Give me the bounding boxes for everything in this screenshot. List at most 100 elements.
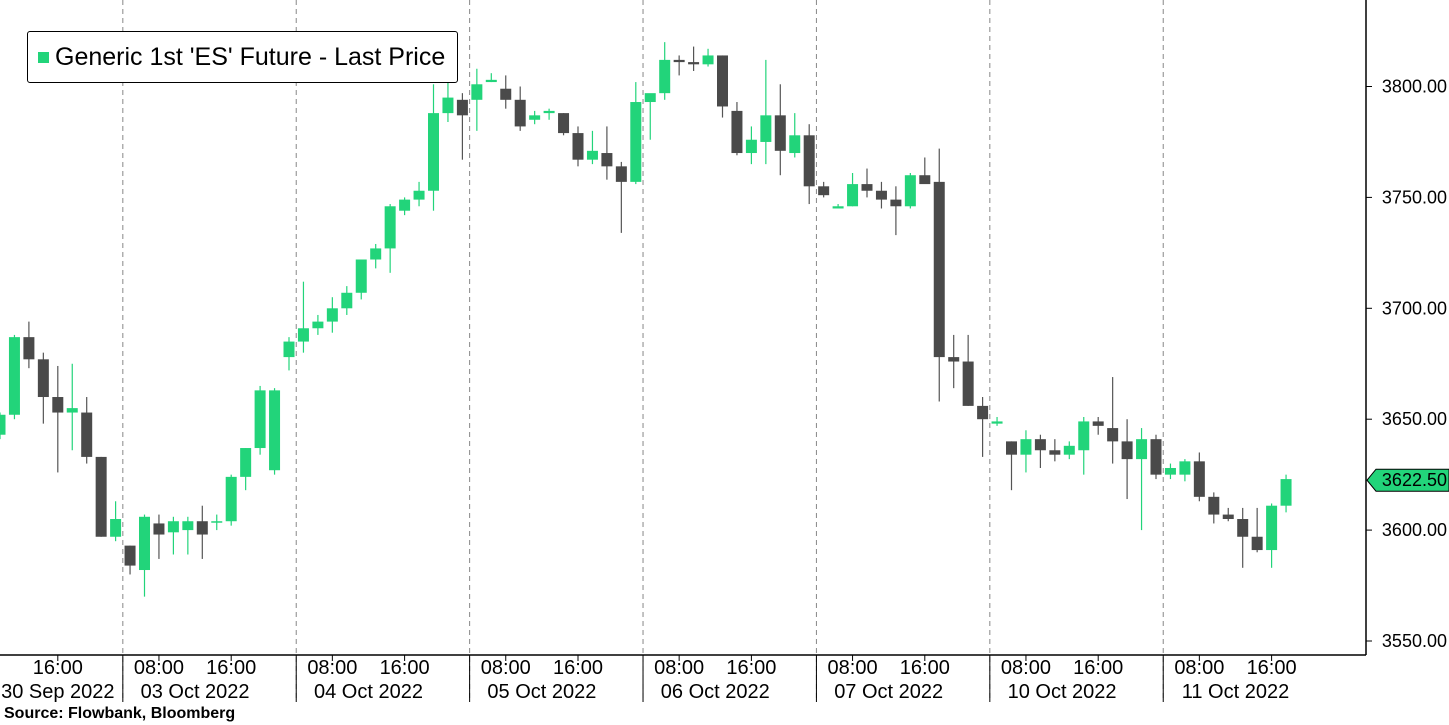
y-tick-label: 3750.00 <box>1382 187 1447 207</box>
candle-down <box>1208 492 1220 524</box>
candle-body <box>861 184 873 191</box>
candle-down <box>861 168 873 198</box>
x-day-label: 30 Sep 2022 <box>1 681 114 703</box>
candle-up <box>485 73 497 83</box>
candle-body <box>485 79 497 83</box>
candle-body <box>370 248 382 260</box>
candle-up <box>139 514 150 597</box>
candle-body <box>37 359 49 398</box>
candle-down <box>81 397 93 464</box>
candle-up <box>1164 463 1176 480</box>
candle-body <box>875 190 887 200</box>
candle-body <box>745 139 757 154</box>
candle-down <box>731 102 743 156</box>
candle-body <box>95 456 107 537</box>
candle-up <box>341 286 353 315</box>
candle-body <box>514 99 526 127</box>
candle-up <box>1136 428 1148 531</box>
candle-body <box>1237 519 1249 537</box>
candle-body <box>688 62 700 65</box>
candle-body <box>471 84 483 100</box>
candle-body <box>341 292 353 309</box>
candle-body <box>1266 505 1278 551</box>
candle-down <box>1034 434 1046 468</box>
candle-body <box>312 321 324 329</box>
candle-body <box>731 110 743 154</box>
candle-body <box>413 190 425 200</box>
source-note: Source: Flowbank, Bloomberg <box>4 705 236 722</box>
candle-body <box>1251 536 1263 551</box>
candle-body <box>1092 421 1104 426</box>
candle-body <box>615 166 627 182</box>
candle-body <box>124 545 136 566</box>
candle-body <box>167 521 179 533</box>
candle-body <box>1280 479 1292 506</box>
candle-down <box>962 334 974 406</box>
legend: Generic 1st 'ES' Future - Last Price <box>27 31 459 83</box>
candle-body <box>283 341 295 358</box>
candle-body <box>529 115 541 120</box>
candle-body <box>717 55 728 107</box>
candle-up <box>254 385 266 455</box>
candle-up <box>211 514 223 531</box>
candle-down <box>456 93 468 160</box>
candle-down <box>875 181 887 209</box>
y-axis: 3550.00 3600.00 3650.00 3700.00 3750.00 3800.… <box>1366 77 1447 651</box>
candle-body <box>182 521 194 531</box>
candle-down <box>1193 452 1205 502</box>
candle-up <box>789 113 801 158</box>
candle-body <box>456 99 468 116</box>
x-time-label: 08:00 <box>1001 657 1051 679</box>
candle-up <box>225 474 237 526</box>
candle-body <box>673 59 685 63</box>
x-day-label: 07 Oct 2022 <box>834 681 943 703</box>
x-time-label: 16:00 <box>1073 657 1123 679</box>
candle-down <box>196 505 208 559</box>
candle-body <box>23 337 35 360</box>
candle-up <box>471 68 483 131</box>
candle-down <box>601 126 613 180</box>
x-day-label: 11 Oct 2022 <box>1182 681 1289 703</box>
candle-body <box>1222 514 1234 520</box>
candle-body <box>66 408 78 413</box>
candle-body <box>254 390 266 449</box>
candle-down <box>95 456 107 537</box>
candle-down <box>948 334 960 389</box>
candle-up <box>370 243 382 269</box>
candle-body <box>948 357 960 362</box>
candle-down <box>500 75 512 109</box>
candle-up <box>8 334 20 420</box>
candle-body <box>428 113 439 191</box>
x-day-label: 04 Oct 2022 <box>314 681 423 703</box>
candle-up <box>659 42 671 100</box>
candle-up <box>586 130 598 165</box>
y-tick-label: 3800.00 <box>1382 77 1447 97</box>
x-time-label: 08:00 <box>481 657 531 679</box>
candle-up <box>428 84 439 211</box>
y-tick-label: 3600.00 <box>1382 520 1447 540</box>
candle-up <box>182 516 194 555</box>
candle-body <box>890 199 902 207</box>
x-time-label: 16:00 <box>900 657 950 679</box>
x-time-label: 08:00 <box>307 657 357 679</box>
candle-up <box>269 388 281 475</box>
candle-body <box>442 97 454 114</box>
candle-body <box>326 308 338 322</box>
candle-body <box>558 113 570 134</box>
candle-body <box>1164 467 1176 475</box>
candle-down <box>818 181 830 198</box>
candle-down <box>688 46 700 71</box>
last-price-flag <box>1366 468 1449 492</box>
candle-down <box>1049 439 1061 462</box>
y-tick-label: 3650.00 <box>1382 409 1447 429</box>
candle-body <box>832 206 844 209</box>
candle-up <box>384 204 396 273</box>
candle-up <box>1266 503 1278 568</box>
candle-body <box>659 59 671 94</box>
candle-up <box>1280 474 1292 513</box>
candle-body <box>1063 445 1075 455</box>
candle-body <box>572 133 584 160</box>
candle-body <box>384 206 396 249</box>
last-price-marker: 3622.50 <box>1366 468 1449 492</box>
candle-up <box>110 501 122 542</box>
